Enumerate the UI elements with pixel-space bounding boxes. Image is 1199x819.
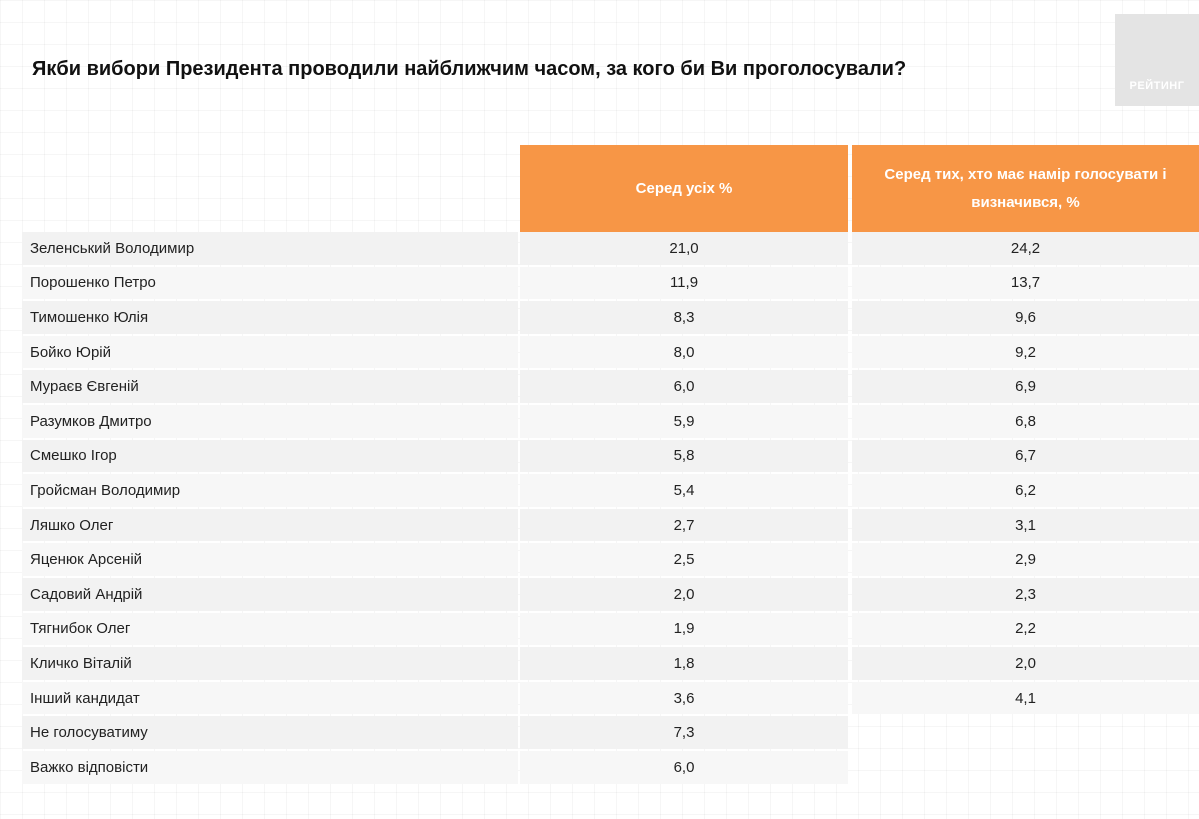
candidate-name: Кличко Віталій: [22, 647, 518, 680]
value-all: 21,0: [520, 232, 848, 265]
candidate-name: Тягнибок Олег: [22, 612, 518, 646]
table-row: Тягнибок Олег 1,9 2,2: [22, 612, 1199, 648]
table-row: Важко відповісти 6,0: [22, 750, 1199, 786]
value-decided: 6,8: [852, 404, 1199, 438]
value-all: 6,0: [520, 750, 848, 784]
value-decided: 2,9: [852, 543, 1199, 576]
table-row: Садовий Андрій 2,0 2,3: [22, 577, 1199, 613]
table-row: Кличко Віталій 1,8 2,0: [22, 647, 1199, 682]
page-title: Якби вибори Президента проводили найближ…: [32, 58, 907, 80]
table-row: Мураєв Євгеній 6,0 6,9: [22, 370, 1199, 405]
header-decided: Серед тих, хто має намір голосувати і ви…: [852, 145, 1199, 232]
table-row: Зеленський Володимир 21,0 24,2: [22, 232, 1199, 267]
value-all: 2,7: [520, 508, 848, 542]
value-decided: 2,0: [852, 647, 1199, 680]
table-row: Разумков Дмитро 5,9 6,8: [22, 404, 1199, 440]
table-row: Бойко Юрій 8,0 9,2: [22, 335, 1199, 371]
candidate-name: Зеленський Володимир: [22, 232, 518, 265]
candidate-name: Садовий Андрій: [22, 577, 518, 611]
value-all: 5,9: [520, 404, 848, 438]
candidate-name: Не голосуватиму: [22, 716, 518, 749]
value-decided: 13,7: [852, 266, 1199, 300]
value-all: 2,0: [520, 577, 848, 611]
value-all: 11,9: [520, 266, 848, 300]
table-row: Порошенко Петро 11,9 13,7: [22, 266, 1199, 302]
value-decided: 24,2: [852, 232, 1199, 265]
table-row: Смешко Ігор 5,8 6,7: [22, 439, 1199, 475]
header-all: Серед усіх %: [520, 145, 848, 232]
table-row: Ляшко Олег 2,7 3,1: [22, 508, 1199, 544]
candidate-name: Бойко Юрій: [22, 335, 518, 369]
value-all: 2,5: [520, 543, 848, 576]
table-header: Серед усіх % Серед тих, хто має намір го…: [22, 145, 1199, 232]
value-decided: 9,6: [852, 301, 1199, 334]
results-table: Серед усіх % Серед тих, хто має намір го…: [22, 145, 1199, 786]
table-row: Інший кандидат 3,6 4,1: [22, 681, 1199, 717]
candidate-name: Гройсман Володимир: [22, 474, 518, 507]
candidate-name: Важко відповісти: [22, 750, 518, 784]
value-all: 1,9: [520, 612, 848, 646]
value-decided: 2,3: [852, 577, 1199, 611]
value-all: 5,8: [520, 439, 848, 473]
value-all: 3,6: [520, 681, 848, 715]
candidate-name: Порошенко Петро: [22, 266, 518, 300]
value-decided: 3,1: [852, 508, 1199, 542]
value-all: 8,3: [520, 301, 848, 334]
candidate-name: Разумков Дмитро: [22, 404, 518, 438]
candidate-name: Ляшко Олег: [22, 508, 518, 542]
value-decided: 6,7: [852, 439, 1199, 473]
logo-text: РЕЙТИНГ: [1129, 80, 1185, 92]
value-decided: 4,1: [852, 681, 1199, 715]
table-row: Не голосуватиму 7,3: [22, 716, 1199, 751]
candidate-name: Яценюк Арсеній: [22, 543, 518, 576]
candidate-name: Тимошенко Юлія: [22, 301, 518, 334]
value-all: 8,0: [520, 335, 848, 369]
candidate-name: Смешко Ігор: [22, 439, 518, 473]
candidate-name: Інший кандидат: [22, 681, 518, 715]
value-all: 1,8: [520, 647, 848, 680]
table-row: Яценюк Арсеній 2,5 2,9: [22, 543, 1199, 578]
table-row: Гройсман Володимир 5,4 6,2: [22, 474, 1199, 509]
value-decided: 2,2: [852, 612, 1199, 646]
value-all: 7,3: [520, 716, 848, 749]
value-all: 6,0: [520, 370, 848, 403]
value-decided: 9,2: [852, 335, 1199, 369]
value-all: 5,4: [520, 474, 848, 507]
candidate-name: Мураєв Євгеній: [22, 370, 518, 403]
table-body: Зеленський Володимир 21,0 24,2 Порошенко Пе…: [22, 232, 1199, 786]
table-row: Тимошенко Юлія 8,3 9,6: [22, 301, 1199, 336]
value-decided: 6,9: [852, 370, 1199, 403]
logo: РЕЙТИНГ: [1115, 14, 1199, 106]
value-decided: 6,2: [852, 474, 1199, 507]
